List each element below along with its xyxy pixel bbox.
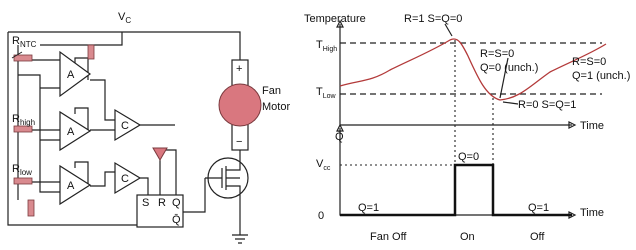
pointer — [444, 23, 519, 105]
resistor-label: Rhigh — [12, 113, 35, 127]
latch-pin: Q̄ — [172, 213, 181, 226]
axis-label: Time — [580, 120, 604, 132]
annotation: Q=0 (unch.) — [480, 62, 538, 74]
op-amp — [59, 164, 92, 206]
arrowheads — [336, 19, 577, 219]
supply-label: VC — [118, 11, 131, 25]
level-label: 0 — [318, 210, 324, 222]
latch-pin: S — [142, 197, 149, 209]
op-amp — [59, 50, 92, 98]
op-amp — [59, 110, 92, 152]
resistor — [87, 44, 95, 60]
guide-line — [340, 40, 494, 215]
threshold-label: TLow — [316, 86, 337, 100]
annotation: R=S=0 — [572, 56, 606, 68]
phase-label: Off — [530, 231, 545, 243]
ntc-mark — [11, 51, 23, 59]
threshold-line — [340, 42, 602, 95]
resistor-label: RNTC — [12, 35, 37, 49]
ground — [232, 234, 248, 244]
amp-label: A — [67, 126, 75, 138]
diode — [152, 147, 168, 161]
motor-label: Fan — [262, 85, 281, 97]
annotation: Q=1 (unch.) — [572, 70, 630, 82]
resistor — [13, 125, 33, 133]
comparator-label: C — [121, 173, 129, 185]
motor-label: Motor — [262, 101, 290, 113]
axis-label: Temperature — [304, 13, 366, 25]
output-signal — [340, 163, 572, 217]
annotation: R=1 S=Q=0 — [404, 13, 462, 25]
resistor — [13, 54, 33, 62]
motor-terminal: − — [236, 136, 242, 148]
latch-pin: Q — [172, 197, 181, 209]
mosfet-terminals — [205, 158, 241, 198]
state-label: Q=1 — [528, 202, 549, 214]
annotation: R=S=0 — [480, 48, 514, 60]
wires — [7, 31, 241, 226]
comparator-label: C — [121, 120, 129, 132]
annotation: R=0 S=Q=1 — [518, 99, 576, 111]
latch-pin: R — [158, 197, 166, 209]
temperature-curve — [339, 38, 607, 101]
latch — [136, 194, 184, 228]
amp-label: A — [67, 69, 75, 81]
state-label: Q=0 — [458, 151, 479, 163]
state-label: Q=1 — [358, 202, 379, 214]
resistor — [13, 177, 33, 185]
threshold-label: THigh — [316, 39, 337, 53]
axis-label: Q̄ — [335, 130, 344, 143]
wires — [18, 57, 241, 235]
phase-label: Fan Off — [370, 231, 407, 243]
phase-label: On — [460, 231, 475, 243]
comparator — [114, 108, 142, 142]
amp-label: A — [67, 180, 75, 192]
circuit: VC RNTC Rhigh Rlow A A A C C S R Q Q̄ + … — [7, 11, 290, 244]
resistor — [27, 199, 35, 217]
motor-terminal: + — [236, 63, 242, 75]
level-label: Vcc — [316, 158, 331, 172]
resistor-label: Rlow — [12, 163, 32, 177]
comparator — [114, 161, 142, 195]
motor — [218, 83, 262, 127]
axis-label: Time — [580, 207, 604, 219]
timing-graph: Temperature THigh TLow R=1 S=Q=0 R=S=0 Q… — [304, 13, 630, 243]
